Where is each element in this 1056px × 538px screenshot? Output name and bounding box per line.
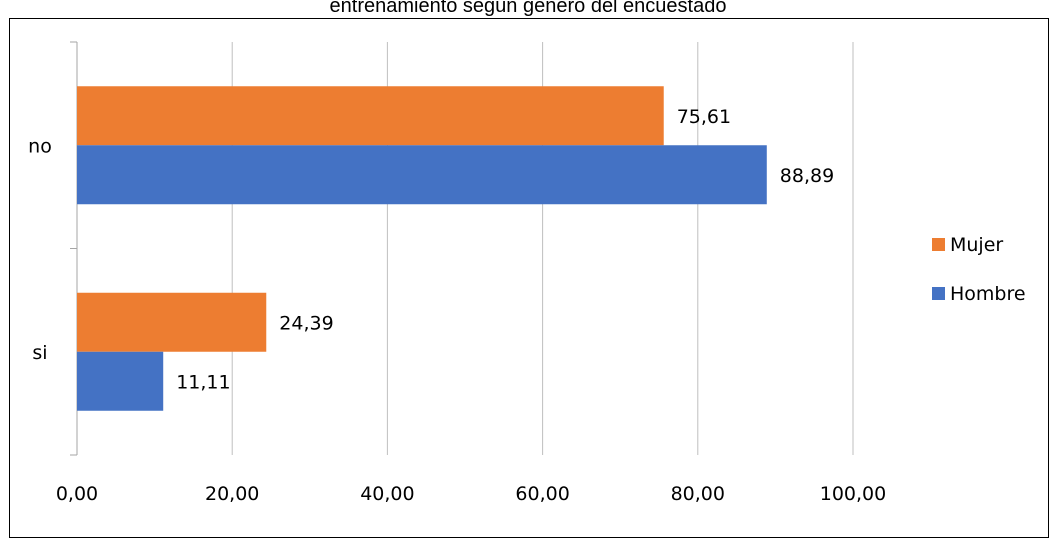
legend-label-mujer: Mujer (950, 234, 1003, 256)
bar-hombre-no (77, 145, 767, 205)
bar-mujer-si (77, 292, 267, 352)
data-label-hombre-si: 11,11 (176, 371, 230, 393)
legend-swatch-mujer (932, 238, 945, 251)
bar-chart: 0,00 20,00 40,00 60,00 80,00 100,00 no 75,61 88,… (28, 41, 1026, 505)
legend-swatch-hombre (932, 287, 945, 300)
bar-hombre-si (77, 351, 164, 411)
x-tick-label: 0,00 (56, 483, 98, 505)
x-tick-label: 20,00 (205, 483, 259, 505)
data-label-mujer-si: 24,39 (279, 312, 333, 334)
x-tick-label: 60,00 (515, 483, 569, 505)
data-label-mujer-no: 75,61 (677, 106, 731, 128)
legend-label-hombre: Hombre (950, 283, 1026, 305)
chart-title: entrenamiento según género del encuestad… (329, 0, 727, 17)
x-tick-label: 80,00 (671, 483, 725, 505)
data-label-hombre-no: 88,89 (780, 165, 834, 187)
category-label-si: si (32, 342, 47, 364)
bar-mujer-no (77, 86, 664, 146)
category-label-no: no (28, 135, 52, 157)
x-tick-label: 100,00 (820, 483, 886, 505)
x-tick-label: 40,00 (360, 483, 414, 505)
